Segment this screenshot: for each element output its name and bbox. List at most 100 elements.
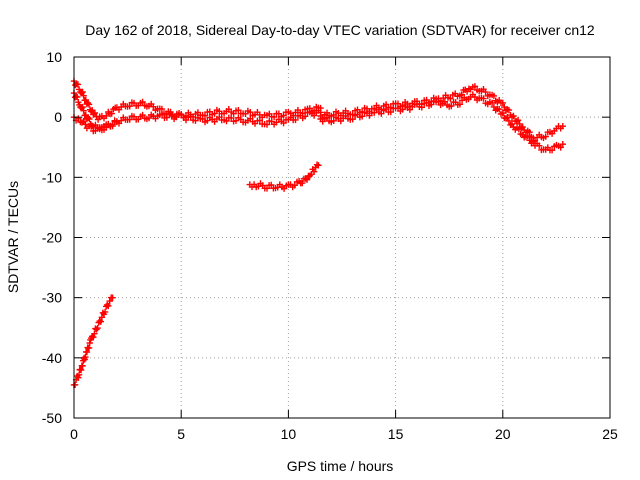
y-tick-label: -30 — [42, 290, 62, 306]
ticks: 0 5 10 15 20 25 -50 -40 -30 -20 -10 0 10 — [42, 49, 618, 442]
data-point — [299, 179, 306, 187]
data-point — [101, 308, 109, 316]
data-point — [505, 117, 513, 125]
data-point — [91, 109, 99, 117]
y-tick-label: 10 — [46, 49, 62, 65]
data-point — [75, 115, 82, 122]
data-point — [510, 112, 517, 120]
data-point — [187, 113, 194, 120]
data-point — [211, 110, 218, 117]
data-point — [505, 106, 513, 114]
x-tick-label: 20 — [495, 426, 511, 442]
data-point — [301, 113, 309, 120]
series-main-upper — [70, 77, 324, 123]
series-steep-start — [70, 294, 116, 389]
data-point — [77, 366, 85, 374]
data-point — [480, 95, 487, 102]
data-point — [499, 99, 506, 107]
data-point — [228, 114, 235, 122]
data-point — [79, 362, 86, 370]
data-point — [310, 168, 318, 175]
y-axis-label: SDTVAR / TECUs — [5, 181, 21, 293]
data-point — [71, 381, 79, 388]
series-late-upper — [317, 83, 566, 144]
x-tick-label: 25 — [602, 426, 618, 442]
series-late-lower — [317, 91, 566, 154]
data-point — [79, 88, 86, 96]
data-point — [80, 92, 87, 99]
data-point — [515, 126, 523, 133]
data-point — [247, 109, 254, 116]
data-point — [448, 102, 455, 110]
data-point — [490, 103, 498, 111]
data-point — [103, 112, 110, 120]
data-point — [104, 301, 111, 309]
data-point — [74, 81, 82, 88]
y-tick-label: 0 — [54, 109, 62, 125]
data-point — [291, 182, 298, 189]
data-point — [88, 123, 95, 130]
data-point — [158, 111, 166, 118]
data-point — [93, 326, 100, 333]
data-point — [496, 106, 503, 113]
data-point — [559, 123, 566, 130]
data-point — [490, 92, 498, 100]
plot-data — [70, 77, 566, 389]
data-point — [315, 162, 322, 169]
data-point — [514, 117, 522, 124]
y-tick-label: -10 — [42, 169, 62, 185]
data-point — [530, 138, 537, 145]
data-point — [270, 113, 278, 121]
data-point — [359, 113, 366, 120]
data-point — [323, 114, 331, 121]
x-axis-label: GPS time / hours — [287, 458, 394, 474]
data-point — [387, 108, 394, 116]
data-point — [488, 99, 496, 107]
data-point — [428, 101, 435, 108]
data-point — [90, 334, 97, 341]
series-mid-segment — [246, 161, 322, 192]
data-point — [86, 115, 93, 123]
data-point — [105, 302, 112, 310]
data-point — [441, 98, 449, 105]
data-point — [74, 93, 81, 101]
data-point — [330, 117, 337, 124]
data-point — [108, 110, 115, 117]
data-point — [456, 101, 464, 108]
x-tick-label: 10 — [281, 426, 297, 442]
x-tick-label: 15 — [388, 426, 404, 442]
data-point — [80, 107, 87, 114]
data-point — [109, 121, 116, 128]
data-point — [548, 147, 556, 154]
data-point — [263, 121, 271, 128]
data-point — [256, 117, 263, 124]
data-point — [349, 116, 356, 123]
data-point — [292, 116, 299, 124]
data-point — [85, 101, 93, 108]
y-tick-label: -40 — [42, 350, 62, 366]
data-point — [126, 116, 133, 123]
data-point — [524, 132, 531, 140]
x-tick-label: 0 — [70, 426, 78, 442]
y-tick-label: -50 — [42, 410, 62, 426]
data-point — [504, 114, 511, 121]
data-point — [499, 109, 506, 117]
data-point — [109, 294, 116, 301]
data-point — [97, 318, 104, 325]
data-point — [139, 98, 146, 106]
data-point — [482, 88, 489, 96]
x-tick-label: 5 — [177, 426, 185, 442]
data-point — [86, 339, 93, 347]
data-point — [145, 114, 153, 122]
y-tick-label: -20 — [42, 230, 62, 246]
data-point — [79, 103, 86, 111]
data-point — [235, 107, 242, 114]
data-point — [536, 142, 543, 149]
data-point — [303, 176, 311, 183]
data-point — [91, 330, 98, 337]
data-point — [435, 98, 442, 105]
data-point — [85, 114, 92, 121]
chart-title: Day 162 of 2018, Sidereal Day-to-day VTE… — [85, 22, 595, 38]
